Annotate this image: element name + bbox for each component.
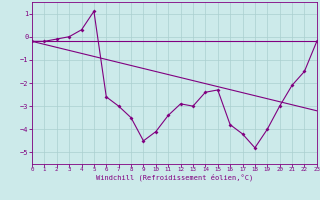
X-axis label: Windchill (Refroidissement éolien,°C): Windchill (Refroidissement éolien,°C) [96,174,253,181]
